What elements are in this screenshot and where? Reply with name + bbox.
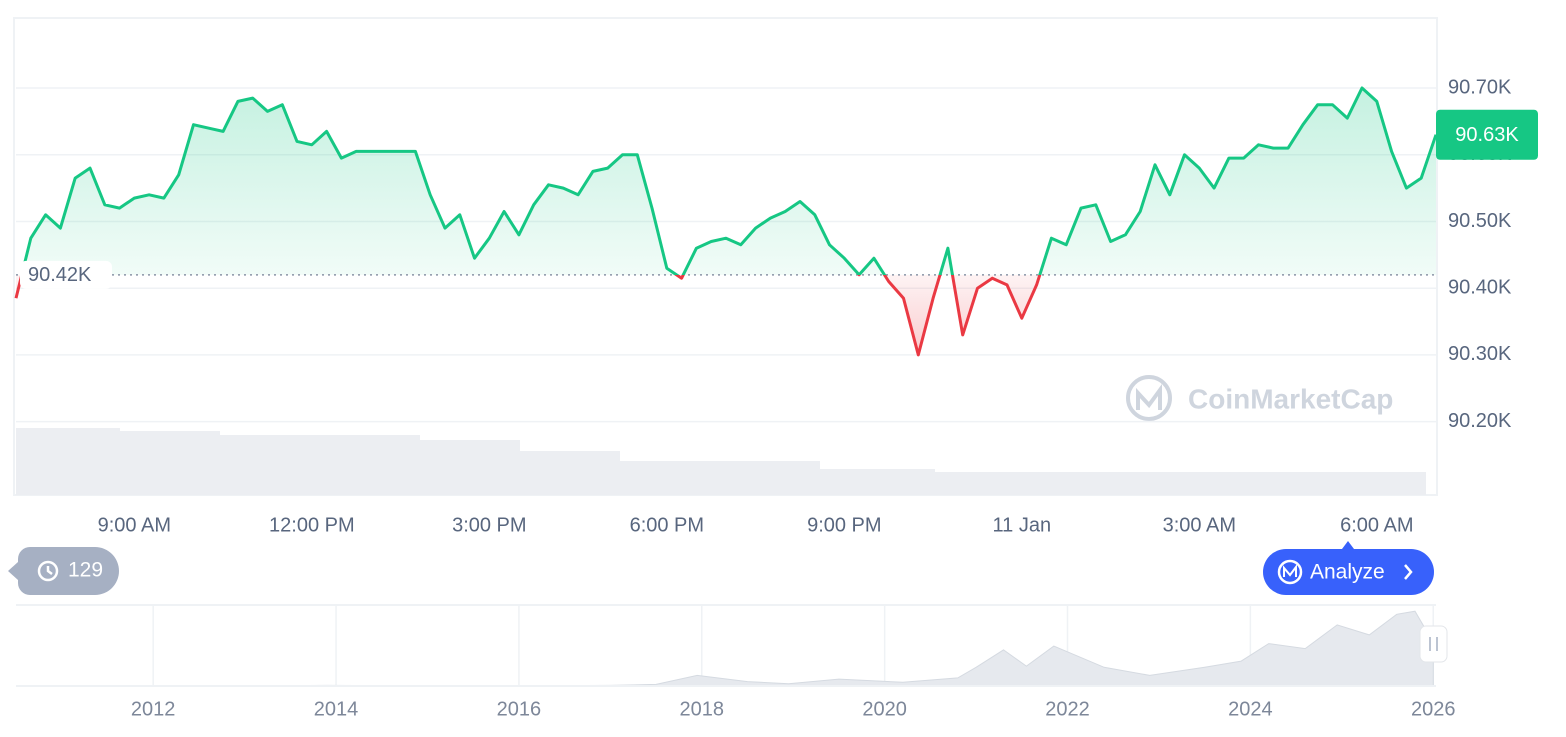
watermark: CoinMarketCap	[1188, 383, 1393, 414]
baseline-label: 90.42K	[28, 264, 92, 286]
history-icon	[37, 560, 59, 582]
history-icon-hand	[46, 566, 53, 575]
analyze-button[interactable]: Analyze	[1263, 549, 1434, 595]
history-badge-bg[interactable]	[8, 547, 119, 595]
x-tick-label: 2016	[497, 698, 542, 720]
x-tick-label: 6:00 PM	[630, 514, 704, 536]
x-tick-label: 12:00 PM	[269, 514, 355, 536]
x-tick-label: 3:00 PM	[452, 514, 526, 536]
volume-strip	[16, 428, 1426, 495]
x-tick-label: 9:00 PM	[807, 514, 881, 536]
x-tick-label: 2022	[1045, 698, 1090, 720]
y-tick-label: 90.20K	[1448, 410, 1512, 432]
x-tick-label: 2020	[862, 698, 907, 720]
x-tick-label: 9:00 AM	[98, 514, 171, 536]
x-tick-label: 2018	[680, 698, 725, 720]
analyze-icon-mark	[1283, 564, 1297, 577]
x-tick-label: 2026	[1411, 698, 1456, 720]
price-line	[14, 86, 1438, 357]
y-tick-label: 90.70K	[1448, 76, 1512, 98]
y-tick-label: 90.40K	[1448, 276, 1512, 298]
price-area	[16, 88, 1436, 355]
x-tick-label: 11 Jan	[993, 514, 1052, 536]
navigator-handle[interactable]	[1419, 625, 1448, 663]
history-badge[interactable]: 129	[8, 547, 119, 595]
current-price-badge	[1436, 109, 1538, 160]
history-area	[15, 610, 1434, 687]
x-tick-label: 2024	[1228, 698, 1273, 720]
baseline-label-bg	[20, 260, 112, 289]
x-tick-label: 2014	[314, 698, 359, 720]
analyze-pointer	[1342, 541, 1354, 549]
current-price-label: 90.63K	[1455, 124, 1519, 146]
analyze-icon	[1277, 559, 1303, 585]
analyze-chevron	[1404, 564, 1413, 580]
navigator-handle-bg[interactable]	[1419, 625, 1448, 663]
x-tick-label: 3:00 AM	[1163, 514, 1236, 536]
analyze-button-bg[interactable]	[1263, 549, 1434, 595]
y-tick-label: 90.30K	[1448, 343, 1512, 365]
x-tick-label: 6:00 AM	[1340, 514, 1413, 536]
watermark-logo	[1126, 375, 1172, 421]
y-tick-label: 90.50K	[1448, 210, 1512, 232]
analyze-label: Analyze	[1310, 561, 1385, 584]
history-count: 129	[68, 559, 103, 582]
x-tick-label: 2012	[131, 698, 176, 720]
